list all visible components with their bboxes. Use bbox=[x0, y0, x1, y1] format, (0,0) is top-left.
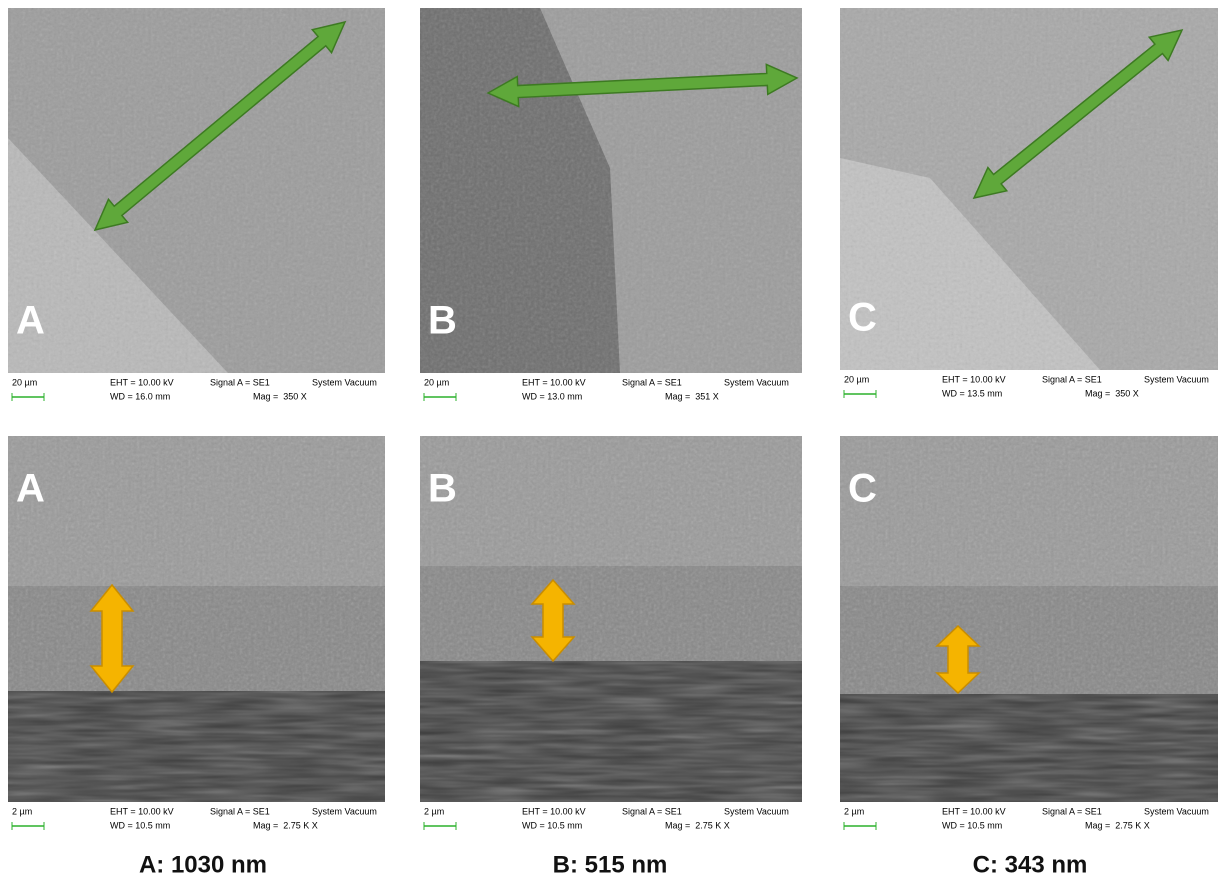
sem-panel: B 20 µm EHT = 10.00 kV WD = 13.0 mm Signal A… bbox=[420, 8, 802, 405]
texture bbox=[840, 8, 1218, 370]
page: A 20 µm EHT = 10.00 kV WD = 16.0 mm Signal A… bbox=[0, 0, 1221, 881]
panel-letter: B bbox=[428, 299, 457, 343]
panel-letter: B bbox=[428, 467, 457, 511]
signal: Signal A = SE1 bbox=[1042, 806, 1102, 816]
caption: B: 515 nm bbox=[553, 851, 668, 878]
system: System Vacuum bbox=[724, 377, 789, 387]
texture bbox=[840, 436, 1218, 694]
mag: Mag = 350 X bbox=[253, 391, 307, 401]
mag: Mag = 2.75 K X bbox=[665, 820, 730, 830]
figure: A 20 µm EHT = 10.00 kV WD = 16.0 mm Signal A… bbox=[0, 0, 1221, 881]
sem-image: A bbox=[8, 8, 385, 373]
signal: Signal A = SE1 bbox=[622, 806, 682, 816]
eht: EHT = 10.00 kV bbox=[942, 374, 1006, 384]
caption: A: 1030 nm bbox=[139, 851, 267, 878]
texture bbox=[8, 436, 385, 691]
system: System Vacuum bbox=[724, 806, 789, 816]
scale-label: 20 µm bbox=[424, 377, 449, 387]
scale-label: 2 µm bbox=[424, 806, 444, 816]
panel-letter: A bbox=[16, 467, 45, 511]
sem-panel: A 2 µm EHT = 10.00 kV WD = 10.5 mm Signal A … bbox=[8, 436, 385, 840]
ripples bbox=[420, 661, 802, 802]
sem-image: C bbox=[840, 436, 1218, 802]
texture bbox=[420, 8, 802, 373]
panel-letter: C bbox=[848, 467, 877, 511]
ripples bbox=[8, 691, 385, 802]
ripples bbox=[840, 694, 1218, 802]
sem-image: B bbox=[420, 8, 802, 373]
eht: EHT = 10.00 kV bbox=[110, 377, 174, 387]
panel-letter: A bbox=[16, 299, 45, 343]
signal: Signal A = SE1 bbox=[622, 377, 682, 387]
wd: WD = 10.5 mm bbox=[522, 820, 582, 830]
system: System Vacuum bbox=[1144, 374, 1209, 384]
sem-panel: C 20 µm EHT = 10.00 kV WD = 13.5 mm Signal A… bbox=[840, 8, 1218, 408]
eht: EHT = 10.00 kV bbox=[942, 806, 1006, 816]
texture bbox=[420, 436, 802, 661]
scale-label: 2 µm bbox=[844, 806, 864, 816]
sem-panel: A 20 µm EHT = 10.00 kV WD = 16.0 mm Signal A… bbox=[8, 8, 385, 405]
sem-image: C bbox=[840, 8, 1218, 370]
wd: WD = 16.0 mm bbox=[110, 391, 170, 401]
mag: Mag = 2.75 K X bbox=[253, 820, 318, 830]
mag: Mag = 351 X bbox=[665, 391, 719, 401]
wd: WD = 10.5 mm bbox=[110, 820, 170, 830]
wd: WD = 10.5 mm bbox=[942, 820, 1002, 830]
system: System Vacuum bbox=[312, 806, 377, 816]
mag: Mag = 350 X bbox=[1085, 388, 1139, 398]
system: System Vacuum bbox=[312, 377, 377, 387]
system: System Vacuum bbox=[1144, 806, 1209, 816]
scale-label: 20 µm bbox=[12, 377, 37, 387]
sem-image: A bbox=[8, 436, 385, 802]
signal: Signal A = SE1 bbox=[210, 377, 270, 387]
sem-panel: B 2 µm EHT = 10.00 kV WD = 10.5 mm Signal A … bbox=[420, 436, 802, 840]
caption: C: 343 nm bbox=[973, 851, 1088, 878]
eht: EHT = 10.00 kV bbox=[522, 806, 586, 816]
sem-panel: C 2 µm EHT = 10.00 kV WD = 10.5 mm Signal A … bbox=[840, 436, 1218, 840]
eht: EHT = 10.00 kV bbox=[522, 377, 586, 387]
wd: WD = 13.0 mm bbox=[522, 391, 582, 401]
scale-label: 20 µm bbox=[844, 374, 869, 384]
texture bbox=[8, 8, 385, 373]
signal: Signal A = SE1 bbox=[210, 806, 270, 816]
panel-letter: C bbox=[848, 296, 877, 340]
eht: EHT = 10.00 kV bbox=[110, 806, 174, 816]
sem-image: B bbox=[420, 436, 802, 802]
scale-label: 2 µm bbox=[12, 806, 32, 816]
mag: Mag = 2.75 K X bbox=[1085, 820, 1150, 830]
wd: WD = 13.5 mm bbox=[942, 388, 1002, 398]
signal: Signal A = SE1 bbox=[1042, 374, 1102, 384]
